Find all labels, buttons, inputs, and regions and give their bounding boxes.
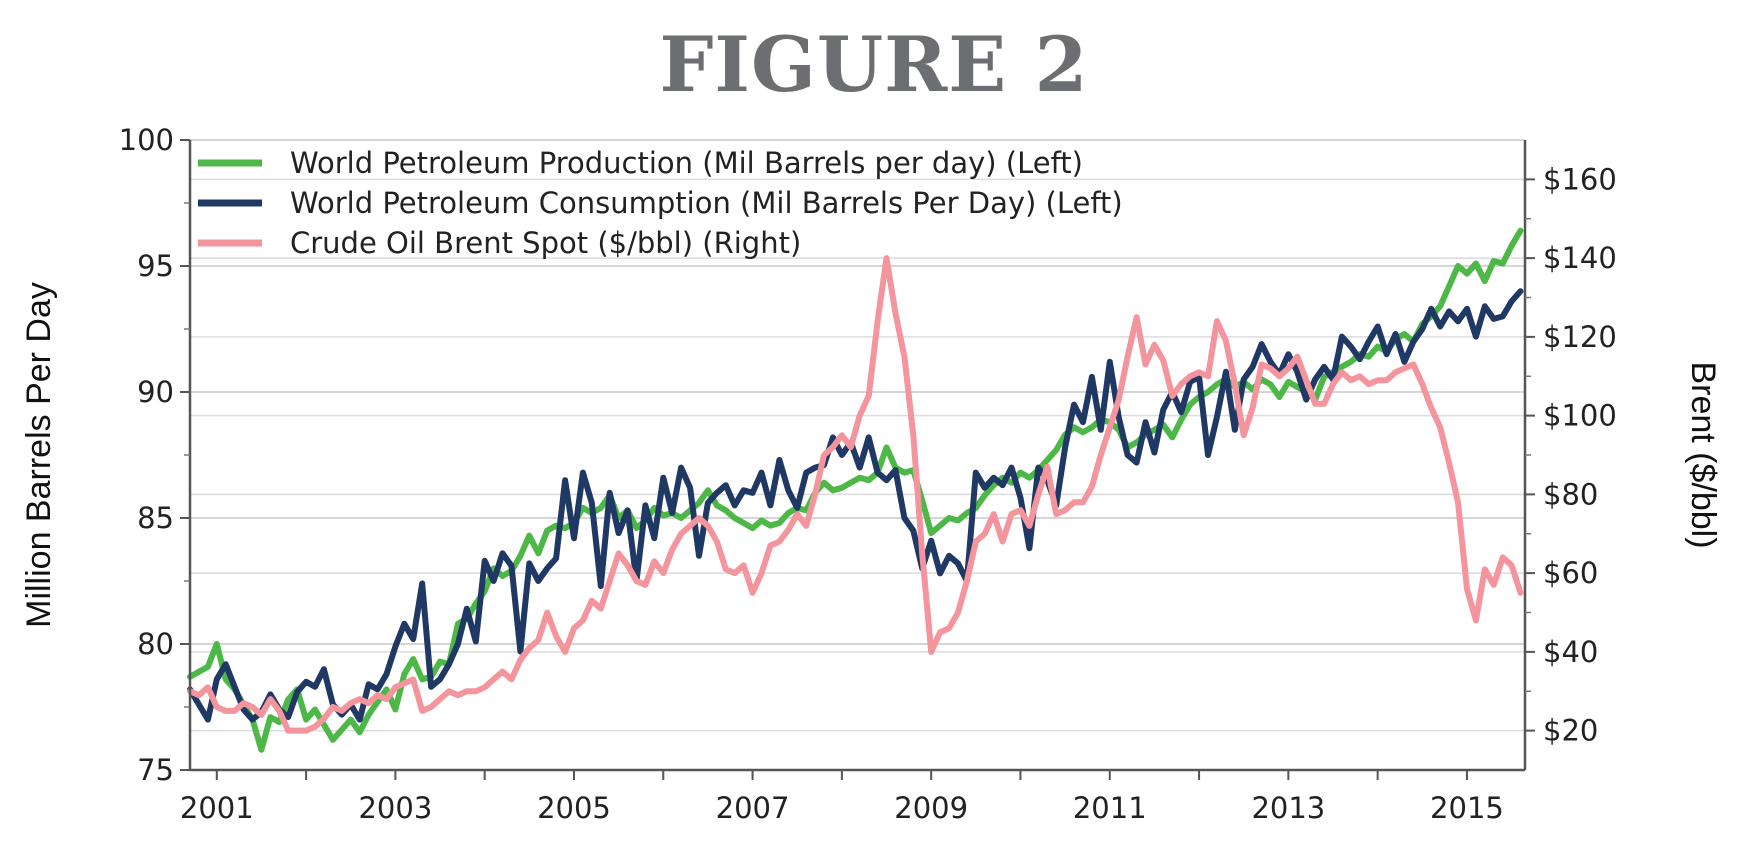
- x-tick-label: 2013: [1251, 791, 1325, 825]
- x-tick-label: 2015: [1430, 791, 1504, 825]
- y-tick-label: 100: [119, 123, 174, 157]
- y-tick-label: 90: [137, 375, 174, 409]
- y-right-tick-label: $100: [1543, 399, 1617, 433]
- series-line-1: [187, 288, 1524, 723]
- series-lines: [187, 227, 1524, 753]
- y-axis-title-right: Brent ($/bbl): [1684, 361, 1722, 548]
- y-tick-label: 85: [137, 501, 174, 535]
- y-right-tick-label: $80: [1543, 477, 1598, 511]
- y-right-tick-label: $160: [1543, 162, 1617, 196]
- y-axis-title-left: Million Barrels Per Day: [20, 282, 58, 628]
- y-right-tick-label: $120: [1543, 320, 1617, 354]
- y-right-tick-label: $40: [1543, 635, 1598, 669]
- x-tick-label: 2001: [180, 791, 254, 825]
- legend-label-1: World Petroleum Consumption (Mil Barrels…: [290, 186, 1123, 220]
- x-tick-label: 2007: [716, 791, 790, 825]
- x-tick-label: 2011: [1073, 791, 1147, 825]
- x-tick-label: 2003: [358, 791, 432, 825]
- y-tick-label: 95: [137, 249, 174, 283]
- y-right-tick-label: $140: [1543, 241, 1617, 275]
- y-right-tick-label: $60: [1543, 556, 1598, 590]
- figure-title: FIGURE 2: [659, 20, 1089, 109]
- series-line-2: [187, 255, 1524, 734]
- legend-label-0: World Petroleum Production (Mil Barrels …: [290, 146, 1083, 180]
- x-tick-label: 2005: [537, 791, 611, 825]
- x-tick-label: 2009: [894, 791, 968, 825]
- legend-label-2: Crude Oil Brent Spot ($/bbl) (Right): [290, 226, 801, 260]
- y-right-tick-label: $20: [1543, 714, 1598, 748]
- y-tick-label: 75: [137, 753, 174, 787]
- y-tick-label: 80: [137, 627, 174, 661]
- axes: 75 80 85 90 95 100 $20 $40 $60 $80 $100 $120 $140 $16…: [119, 123, 1617, 825]
- legend: World Petroleum Production (Mil Barrels …: [198, 146, 1123, 260]
